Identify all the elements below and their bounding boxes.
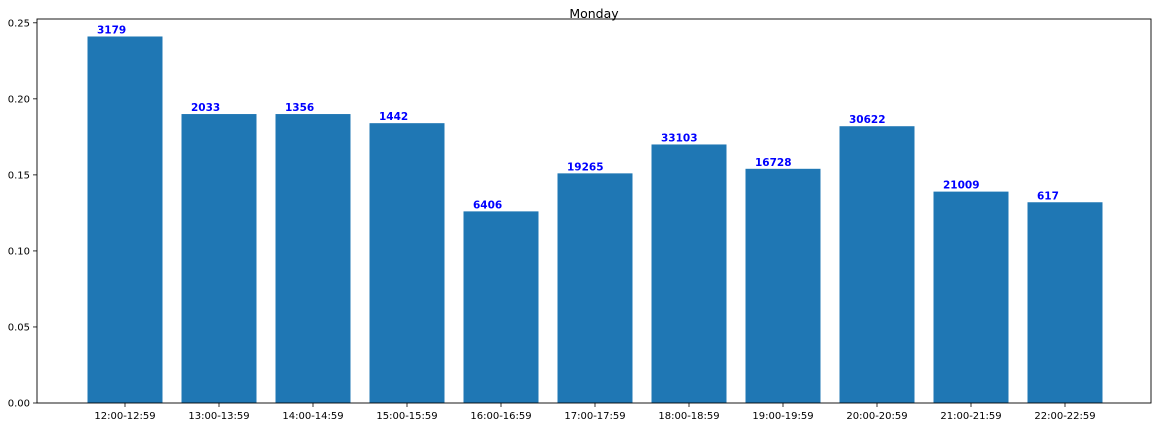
data-label-2: 1356 [285, 102, 314, 114]
x-tick-label-9: 21:00-21:59 [940, 411, 1001, 422]
bar-6 [651, 144, 727, 404]
y-tick-label-0: 0.00 [8, 399, 30, 410]
y-tick-label-4: 0.20 [8, 94, 30, 105]
data-label-6: 33103 [661, 132, 698, 144]
bar-1 [181, 114, 257, 404]
bar-7 [745, 168, 821, 403]
x-tick-label-6: 18:00-18:59 [658, 411, 719, 422]
x-tick-label-8: 20:00-20:59 [846, 411, 907, 422]
bar-4 [463, 211, 539, 403]
x-tick-label-4: 16:00-16:59 [470, 411, 531, 422]
x-tick-label-7: 19:00-19:59 [752, 411, 813, 422]
plot-frame [36, 18, 1152, 404]
bars-layer [87, 36, 1103, 404]
x-axis: 12:00-12:59 13:00-13:59 14:00-14:59 15:00-1… [94, 403, 1096, 422]
chart-title: Monday [569, 6, 619, 21]
bar-0 [87, 36, 163, 404]
data-label-8: 30622 [849, 114, 886, 126]
data-label-7: 16728 [755, 157, 792, 169]
x-tick-label-5: 17:00-17:59 [564, 411, 625, 422]
data-labels-layer: 3179 2033 1356 1442 6406 19265 33103 16728 30622… [97, 24, 1059, 211]
x-tick-label-10: 22:00-22:59 [1034, 411, 1095, 422]
bar-8 [839, 126, 915, 403]
data-label-9: 21009 [943, 180, 980, 192]
x-tick-label-1: 13:00-13:59 [188, 411, 249, 422]
bar-9 [933, 191, 1009, 403]
data-label-1: 2033 [191, 102, 220, 114]
y-tick-label-5: 0.25 [8, 18, 30, 29]
bar-5 [557, 173, 633, 403]
data-label-4: 6406 [473, 199, 502, 211]
data-label-3: 1442 [379, 111, 408, 123]
bar-10 [1027, 202, 1103, 403]
x-tick-label-0: 12:00-12:59 [94, 411, 155, 422]
data-label-0: 3179 [97, 24, 126, 36]
y-tick-label-3: 0.15 [8, 170, 30, 181]
y-tick-label-1: 0.05 [8, 322, 30, 333]
y-axis: 0.00 0.05 0.10 0.15 0.20 0.25 [8, 18, 37, 410]
bar-2 [275, 114, 351, 404]
x-tick-label-3: 15:00-15:59 [376, 411, 437, 422]
data-label-5: 19265 [567, 161, 604, 173]
bar-3 [369, 123, 445, 403]
data-label-10: 617 [1037, 190, 1059, 202]
y-tick-label-2: 0.10 [8, 246, 30, 257]
x-tick-label-2: 14:00-14:59 [282, 411, 343, 422]
